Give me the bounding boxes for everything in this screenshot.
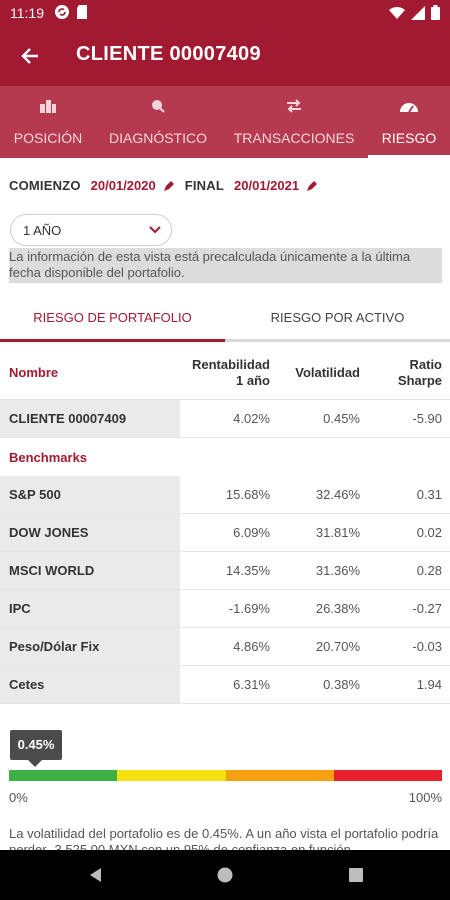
app-bar: CLIENTE 00007409 xyxy=(0,26,450,86)
page-title: CLIENTE 00007409 xyxy=(76,43,261,65)
tab-riesgo[interactable]: RIESGO xyxy=(368,86,450,158)
home-circle-icon[interactable] xyxy=(215,865,235,885)
row-name: Peso/Dólar Fix xyxy=(0,628,180,665)
sub-tabs: RIESGO DE PORTAFOLIO RIESGO POR ACTIVO xyxy=(0,298,450,342)
gauge-icon xyxy=(400,103,418,113)
swap-arrows-icon xyxy=(287,99,301,113)
header-rentabilidad: Rentabilidad 1 año xyxy=(180,346,270,399)
battery-icon xyxy=(431,5,440,20)
risk-max-label: 100% xyxy=(408,790,442,805)
chevron-down-icon xyxy=(149,226,161,234)
row-vol: 26.38% xyxy=(315,601,360,616)
status-bar: 11:19 xyxy=(0,0,450,26)
end-label: FINAL xyxy=(184,178,225,193)
row-name: Cetes xyxy=(0,666,180,703)
table-row: Cetes 6.31% 0.38% 1.94 xyxy=(0,666,450,704)
row-name: IPC xyxy=(0,590,180,627)
sd-card-icon xyxy=(77,5,87,19)
tab-diagnostico[interactable]: DIAGNÓSTICO xyxy=(96,86,220,158)
info-note: La información de esta vista está precal… xyxy=(9,248,442,283)
row-name: MSCI WORLD xyxy=(0,552,180,589)
status-time: 11:19 xyxy=(10,5,44,21)
risk-color-bar xyxy=(9,770,442,781)
table-row: IPC -1.69% 26.38% -0.27 xyxy=(0,590,450,628)
period-select[interactable]: 1 AÑO xyxy=(10,214,172,246)
search-icon xyxy=(152,100,165,113)
row-sharpe: -5.90 xyxy=(412,411,442,426)
table-row: MSCI WORLD 14.35% 31.36% 0.28 xyxy=(0,552,450,590)
tab-label: TRANSACCIONES xyxy=(233,130,355,146)
header-ret-line2: 1 año xyxy=(236,372,270,388)
system-nav-bar xyxy=(0,850,450,900)
start-date-value[interactable]: 20/01/2020 xyxy=(90,178,156,193)
risk-segment-yellow xyxy=(117,770,226,781)
back-button[interactable] xyxy=(14,40,46,72)
row-name: CLIENTE 00007409 xyxy=(0,400,180,437)
tab-riesgo-portafolio[interactable]: RIESGO DE PORTAFOLIO xyxy=(0,298,225,342)
tab-posicion[interactable]: POSICIÓN xyxy=(0,86,96,158)
row-sharpe: 0.31 xyxy=(416,487,442,502)
header-sharpe-line2: Sharpe xyxy=(397,372,442,388)
signal-icon xyxy=(411,5,425,20)
row-sharpe: 0.28 xyxy=(416,563,442,578)
risk-segment-red xyxy=(333,770,442,781)
row-ret: 6.31% xyxy=(233,677,270,692)
risk-segment-green xyxy=(9,770,118,781)
row-ret: 4.02% xyxy=(233,411,270,426)
row-vol: 0.38% xyxy=(323,677,360,692)
main-tabs: POSICIÓN DIAGNÓSTICO TRANSACCIONES RIESG… xyxy=(0,86,450,158)
risk-gauge: 0.45% 0% 100% xyxy=(0,730,450,810)
row-name: DOW JONES xyxy=(0,514,180,551)
header-sharpe: Ratio Sharpe xyxy=(360,346,442,399)
start-label: COMIENZO xyxy=(9,178,81,193)
tab-label: DIAGNÓSTICO xyxy=(108,130,207,146)
row-ret: 6.09% xyxy=(233,525,270,540)
wifi-icon xyxy=(389,6,405,19)
date-range: COMIENZO 20/01/2020 FINAL 20/01/2021 xyxy=(9,178,328,193)
row-vol: 31.81% xyxy=(315,525,360,540)
table-row: Peso/Dólar Fix 4.86% 20.70% -0.03 xyxy=(0,628,450,666)
blocks-icon xyxy=(40,100,56,113)
edit-start-date-icon[interactable] xyxy=(163,180,175,192)
risk-min-label: 0% xyxy=(9,790,28,805)
tab-transacciones[interactable]: TRANSACCIONES xyxy=(220,86,368,158)
row-sharpe: 1.94 xyxy=(416,677,442,692)
sync-icon xyxy=(55,5,69,19)
row-name: S&P 500 xyxy=(0,476,180,513)
row-ret: -1.69% xyxy=(228,601,270,616)
header-ret-line1: Rentabilidad xyxy=(191,356,270,372)
row-vol: 31.36% xyxy=(315,563,360,578)
row-sharpe: -0.03 xyxy=(412,639,442,654)
tab-label: POSICIÓN xyxy=(13,130,83,146)
header-sharpe-line1: Ratio xyxy=(409,356,443,372)
header-volatilidad: Volatilidad xyxy=(295,364,360,380)
risk-segment-orange xyxy=(225,770,334,781)
row-sharpe: 0.02 xyxy=(416,525,442,540)
table-header: Nombre Rentabilidad 1 año Volatilidad Rat… xyxy=(0,346,450,400)
back-triangle-icon[interactable] xyxy=(86,865,106,885)
table-row: S&P 500 15.68% 32.46% 0.31 xyxy=(0,476,450,514)
row-vol: 32.46% xyxy=(315,487,360,502)
portfolio-row: CLIENTE 00007409 4.02% 0.45% -5.90 xyxy=(0,400,450,438)
row-sharpe: -0.27 xyxy=(412,601,442,616)
benchmarks-section: Benchmarks xyxy=(0,438,450,476)
row-ret: 14.35% xyxy=(225,563,270,578)
header-name: Nombre xyxy=(9,365,59,380)
tab-riesgo-activo[interactable]: RIESGO POR ACTIVO xyxy=(225,298,450,342)
table-row: DOW JONES 6.09% 31.81% 0.02 xyxy=(0,514,450,552)
row-vol: 20.70% xyxy=(315,639,360,654)
row-vol: 0.45% xyxy=(323,411,360,426)
row-ret: 4.86% xyxy=(233,639,270,654)
row-ret: 15.68% xyxy=(225,487,270,502)
risk-description: La volatilidad del portafolio es de 0.45… xyxy=(9,826,439,850)
tab-label: RIESGO xyxy=(381,130,437,146)
benchmarks-label: Benchmarks xyxy=(9,449,88,465)
edit-end-date-icon[interactable] xyxy=(306,180,318,192)
end-date-value[interactable]: 20/01/2021 xyxy=(234,178,300,193)
risk-table: Nombre Rentabilidad 1 año Volatilidad Rat… xyxy=(0,346,450,704)
recents-square-icon[interactable] xyxy=(346,865,366,885)
arrow-back-icon xyxy=(21,48,38,64)
risk-value-bubble: 0.45% xyxy=(10,730,62,767)
period-select-value: 1 AÑO xyxy=(23,223,62,238)
